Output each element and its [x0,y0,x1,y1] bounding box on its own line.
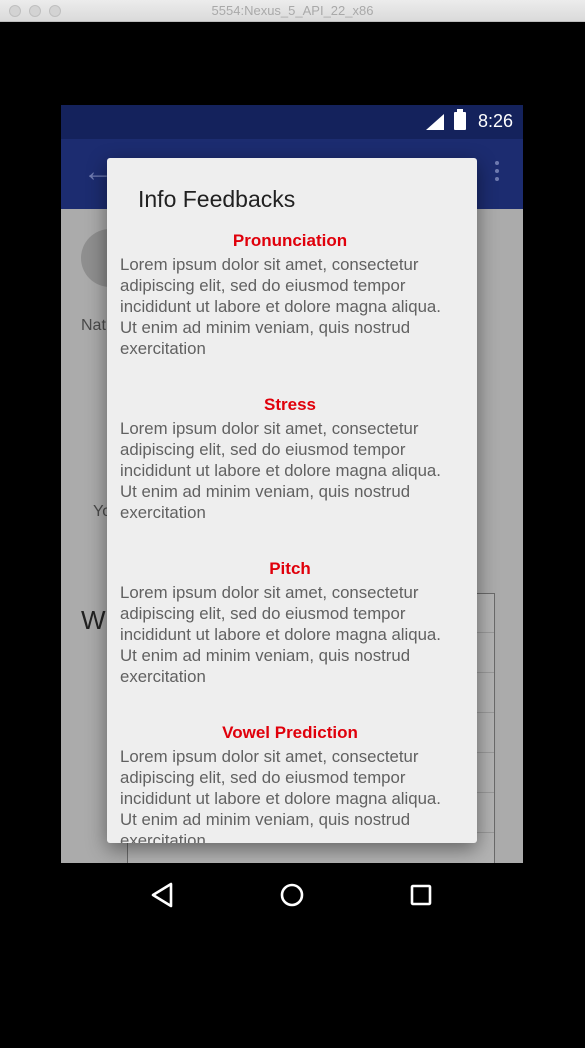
section-text: Lorem ipsum dolor sit amet, consectetur … [120,419,441,522]
dialog-title: Info Feedbacks [138,186,296,212]
window-title: 5554:Nexus_5_API_22_x86 [211,3,374,18]
navigation-bar [61,863,523,927]
window-close-button[interactable] [9,5,21,17]
circle-home-icon[interactable] [278,881,306,909]
section-text: Lorem ipsum dolor sit amet, consectetur … [120,583,441,686]
section-title: Stress [264,395,316,414]
triangle-back-icon[interactable] [149,881,177,909]
background-label: Nat [81,317,106,334]
more-vert-icon[interactable] [495,161,501,185]
signal-icon [426,114,444,130]
emulator-title-bar: 5554:Nexus_5_API_22_x86 [0,0,585,22]
status-time: 8:26 [477,111,513,131]
dialog-body[interactable]: Pronunciation Lorem ipsum dolor sit amet… [120,230,460,843]
window-zoom-button[interactable] [49,5,61,17]
section-title: Pronunciation [232,231,348,250]
section-text: Lorem ipsum dolor sit amet, consectetur … [120,255,441,358]
window-minimize-button[interactable] [29,5,41,17]
background-label: Yo [93,503,112,520]
info-feedbacks-dialog[interactable]: Info Feedbacks Pronunciation Lorem ipsum… [107,158,477,843]
section-text: Lorem ipsum dolor sit amet, consectetur … [120,747,441,843]
section-title: Vowel Prediction [222,723,358,742]
battery-icon [454,109,466,130]
section-title: Pitch [269,559,311,578]
background-heading: W [81,605,106,635]
status-bar: 8:26 [61,105,523,139]
feedback-section-stress: Stress Lorem ipsum dolor sit amet, conse… [120,394,460,523]
square-recents-icon[interactable] [407,881,435,909]
feedback-section-pronunciation: Pronunciation Lorem ipsum dolor sit amet… [120,230,460,359]
feedback-section-pitch: Pitch Lorem ipsum dolor sit amet, consec… [120,558,460,687]
feedback-section-vowel-prediction: Vowel Prediction Lorem ipsum dolor sit a… [120,722,460,843]
